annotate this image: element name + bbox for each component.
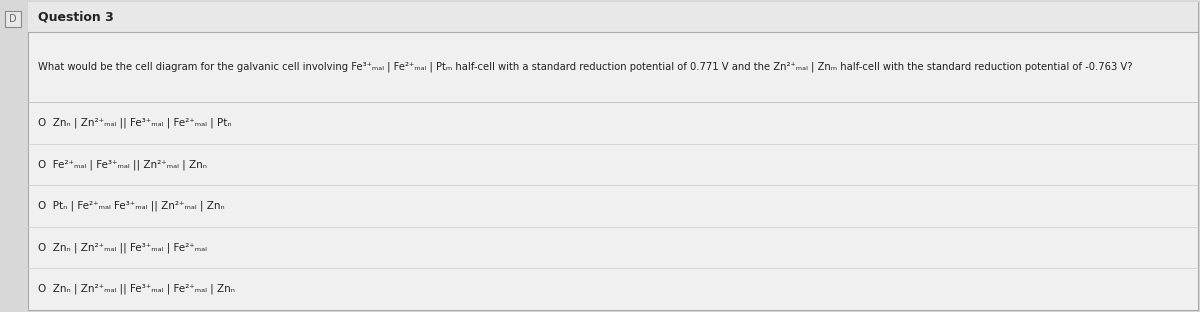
- Text: O  Znₙ | Zn²⁺ₘₐₗ || Fe³⁺ₘₐₗ | Fe²⁺ₘₐₗ: O Znₙ | Zn²⁺ₘₐₗ || Fe³⁺ₘₐₗ | Fe²⁺ₘₐₗ: [38, 242, 206, 253]
- Text: D: D: [10, 14, 17, 24]
- Text: Question 3: Question 3: [38, 11, 114, 23]
- Text: O  Znₙ | Zn²⁺ₘₐₗ || Fe³⁺ₘₐₗ | Fe²⁺ₘₐₗ | Ptₙ: O Znₙ | Zn²⁺ₘₐₗ || Fe³⁺ₘₐₗ | Fe²⁺ₘₐₗ | P…: [38, 118, 232, 128]
- Text: O  Fe²⁺ₘₐₗ | Fe³⁺ₘₐₗ || Zn²⁺ₘₐₗ | Znₙ: O Fe²⁺ₘₐₗ | Fe³⁺ₘₐₗ || Zn²⁺ₘₐₗ | Znₙ: [38, 159, 206, 170]
- Text: O  Ptₙ | Fe²⁺ₘₐₗ Fe³⁺ₘₐₗ || Zn²⁺ₘₐₗ | Znₙ: O Ptₙ | Fe²⁺ₘₐₗ Fe³⁺ₘₐₗ || Zn²⁺ₘₐₗ | Znₙ: [38, 201, 224, 211]
- Text: What would be the cell diagram for the galvanic cell involving Fe³⁺ₘₐₗ | Fe²⁺ₘₐₗ: What would be the cell diagram for the g…: [38, 62, 1133, 72]
- Bar: [5, 11, 22, 27]
- Text: O  Znₙ | Zn²⁺ₘₐₗ || Fe³⁺ₘₐₗ | Fe²⁺ₘₐₗ | Znₙ: O Znₙ | Zn²⁺ₘₐₗ || Fe³⁺ₘₐₗ | Fe²⁺ₘₐₗ | Z…: [38, 284, 235, 295]
- Bar: [28, 2, 1198, 32]
